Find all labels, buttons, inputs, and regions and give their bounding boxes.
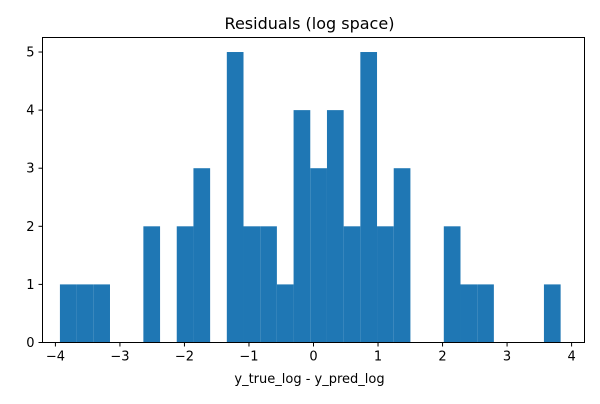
histogram-bar [260, 226, 277, 343]
histogram-bar [176, 226, 194, 343]
y-tick-label: 5 [26, 46, 34, 61]
x-tick-label: 3 [503, 350, 511, 365]
x-axis-ticks: −4 −3 −2 −1 0 1 2 3 4 [46, 342, 576, 365]
x-tick-label: −1 [239, 350, 258, 365]
y-tick-label: 1 [26, 278, 34, 293]
histogram-bar [477, 284, 494, 343]
x-tick-label: −2 [175, 350, 194, 365]
histogram-bar [293, 110, 311, 343]
y-tick-label: 2 [26, 220, 34, 235]
histogram-bar [243, 226, 261, 343]
histogram-bar [93, 284, 110, 343]
histogram-bar [310, 168, 327, 343]
histogram-bar [377, 226, 394, 343]
y-tick-label: 0 [26, 336, 34, 351]
histogram-bar [143, 226, 161, 343]
y-tick-label: 4 [26, 104, 34, 119]
x-tick-label: 4 [567, 350, 575, 365]
x-tick-label: 1 [374, 350, 382, 365]
histogram-bar [193, 168, 211, 343]
histogram-bar [326, 110, 344, 343]
x-tick-label: 2 [438, 350, 446, 365]
x-axis-label: y_true_log - y_pred_log [234, 372, 384, 387]
histogram-bar [76, 284, 94, 343]
histogram-bar [59, 284, 77, 343]
histogram-bar [460, 284, 478, 343]
y-tick-label: 3 [26, 162, 34, 177]
histogram-bar [443, 226, 461, 343]
histogram-bar [393, 168, 411, 343]
x-tick-label: 0 [309, 350, 317, 365]
y-axis-ticks: 0 1 2 3 4 5 [26, 46, 43, 351]
histogram-bar [226, 52, 244, 343]
histogram-bar [276, 284, 294, 343]
x-tick-label: −3 [110, 350, 129, 365]
bars-layer [59, 52, 561, 343]
histogram-bar [543, 284, 561, 343]
histogram-bar [360, 52, 378, 343]
x-tick-label: −4 [46, 350, 65, 365]
histogram-bar [343, 226, 361, 343]
chart-title: Residuals (log space) [225, 14, 395, 33]
